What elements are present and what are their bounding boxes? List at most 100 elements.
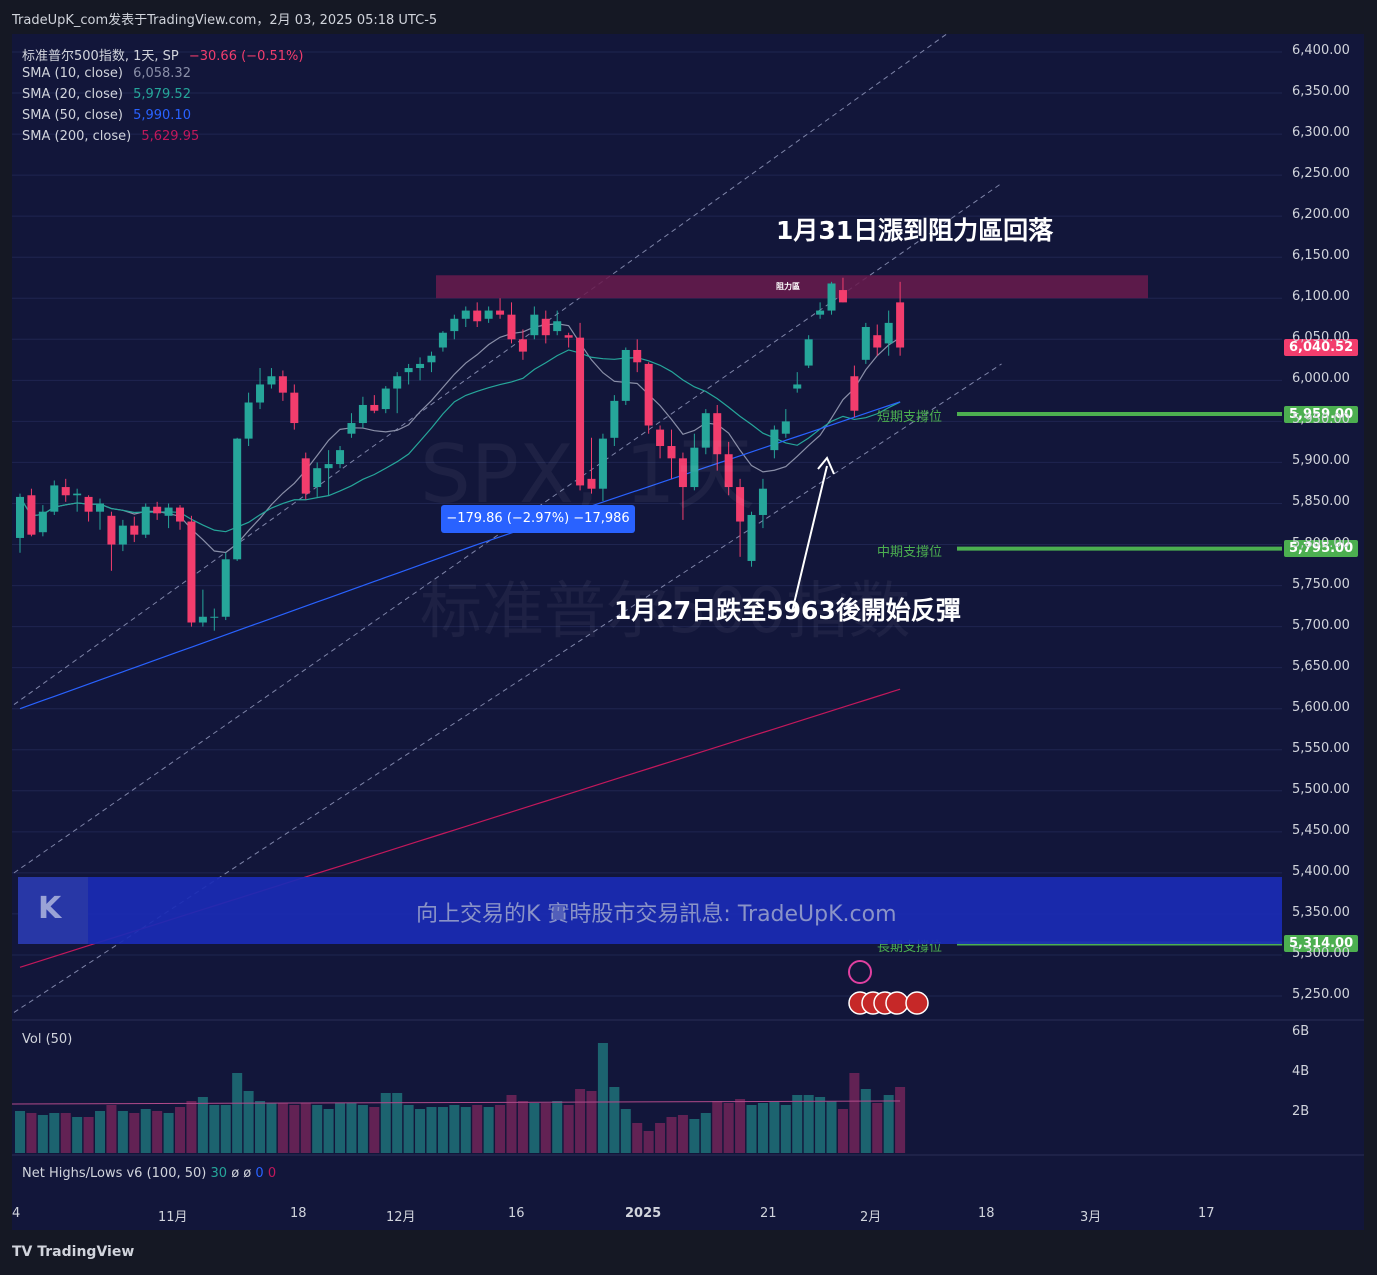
volume-bar — [403, 1105, 414, 1153]
time-tick-label: 11月 — [158, 1210, 188, 1225]
volume-bar — [837, 1109, 848, 1153]
candle-body — [96, 503, 105, 512]
candle-body — [541, 318, 550, 336]
volume-bar — [37, 1115, 48, 1153]
volume-legend[interactable]: Vol (50) — [22, 1032, 73, 1047]
volume-bar — [712, 1101, 723, 1153]
volume-bar — [472, 1105, 483, 1153]
candle-body — [690, 447, 699, 488]
candle-body — [130, 525, 139, 535]
volume-bar — [335, 1103, 346, 1153]
price-tick-label: 6,050.00 — [1292, 330, 1350, 346]
candle-body — [644, 363, 653, 426]
chart-frame[interactable] — [12, 34, 1364, 1230]
price-chart[interactable] — [12, 34, 1364, 1230]
time-tick-label: 18 — [978, 1206, 995, 1221]
candle-body — [770, 429, 779, 451]
volume-bar — [780, 1105, 791, 1153]
mid-support-label: 中期支撐位 — [877, 545, 943, 560]
sma200-label: SMA (200, close) — [22, 129, 132, 144]
volume-bar — [60, 1113, 71, 1153]
net-highs-lows-legend[interactable]: Net Highs/Lows v6 (100, 50) 30 ø ø 0 0 — [22, 1166, 276, 1181]
candle-body — [850, 376, 859, 411]
volume-bar — [380, 1093, 391, 1153]
candle-body — [336, 450, 345, 465]
price-tick-label: 5,650.00 — [1292, 658, 1350, 674]
candle-body — [16, 496, 24, 538]
volume-bar — [72, 1117, 83, 1153]
legend-sma20[interactable]: SMA (20, close) 5,979.52 — [22, 87, 197, 102]
time-tick-label: 16 — [508, 1206, 525, 1221]
volume-bar — [632, 1123, 643, 1153]
sma50-label: SMA (50, close) — [22, 108, 123, 123]
long-support-tag: 5,314.00 — [1284, 935, 1359, 952]
volume-bar — [620, 1109, 631, 1153]
symbol-label: 标准普尔500指数, 1天, SP — [22, 49, 179, 64]
price-tick-label: 6,250.00 — [1292, 166, 1350, 182]
volume-bar — [826, 1101, 837, 1153]
price-tick-label: 5,900.00 — [1292, 453, 1350, 469]
price-tick-label: 5,450.00 — [1292, 822, 1350, 838]
volume-bar — [117, 1111, 128, 1153]
volume-bar — [300, 1103, 311, 1153]
candle-body — [50, 485, 59, 512]
volume-bar — [506, 1095, 517, 1153]
sma10-value: 6,058.32 — [133, 66, 191, 81]
volume-bar — [232, 1073, 243, 1153]
candle-body — [381, 388, 390, 410]
price-tick-label: 5,500.00 — [1292, 781, 1350, 797]
candle-body — [61, 487, 70, 496]
publish-line: TradeUpK_com发表于TradingView.com，2月 03, 20… — [12, 13, 438, 28]
volume-bar — [735, 1099, 746, 1153]
volume-bar — [106, 1105, 117, 1153]
candle-body — [404, 368, 413, 373]
banner-logo-letter: K — [38, 891, 62, 926]
volume-bar — [529, 1103, 540, 1153]
tv-icon: TV — [12, 1244, 38, 1260]
bottom-annotation: 1月27日跌至5963後開始反彈 — [614, 596, 961, 625]
candle-body — [884, 322, 893, 344]
channel-line — [13, 34, 948, 705]
candle-body — [244, 402, 253, 439]
time-tick-label: 21 — [760, 1206, 777, 1221]
banner-text: 向上交易的K 實時股市交易訊息: TradeUpK.com — [416, 902, 897, 927]
time-tick-label: 2月 — [860, 1210, 882, 1225]
price-tick-label: 5,600.00 — [1292, 699, 1350, 715]
candle-body — [141, 506, 150, 535]
candle-body — [781, 421, 790, 434]
volume-bar — [243, 1091, 254, 1153]
volume-bar — [175, 1107, 186, 1153]
sma50-value: 5,990.10 — [133, 108, 191, 123]
volume-bar — [495, 1105, 506, 1153]
arrow-head — [817, 456, 835, 475]
tradingview-logo[interactable]: TV TradingView — [12, 1244, 134, 1260]
volume-bar — [255, 1101, 266, 1153]
volume-bar — [723, 1103, 734, 1153]
candle-body — [73, 493, 82, 496]
volume-bar — [289, 1105, 300, 1153]
volume-ma-line — [12, 1100, 901, 1105]
legend-sma200[interactable]: SMA (200, close) 5,629.95 — [22, 129, 205, 144]
volume-bar — [312, 1105, 323, 1153]
candle-body — [816, 310, 825, 315]
legend-sma10[interactable]: SMA (10, close) 6,058.32 — [22, 66, 197, 81]
candle-body — [724, 454, 733, 488]
candle-body — [701, 413, 710, 448]
volume-bar — [49, 1113, 60, 1153]
nhl-label: Net Highs/Lows v6 (100, 50) — [22, 1166, 207, 1181]
volume-bar — [129, 1113, 140, 1153]
price-tick-label: 5,800.00 — [1292, 535, 1350, 551]
candle-body — [484, 310, 493, 319]
vol-tick-4b: 4B — [1292, 1064, 1310, 1079]
candle-body — [38, 511, 47, 533]
price-tick-label: 5,250.00 — [1292, 987, 1350, 1002]
volume-bar — [552, 1101, 563, 1153]
price-tick-label: 5,300.00 — [1292, 945, 1350, 961]
volume-bar — [655, 1123, 666, 1153]
price-tick-label: 5,400.00 — [1292, 863, 1350, 879]
measure-box[interactable]: −179.86 (−2.97%) −17,986 — [441, 505, 635, 533]
time-tick-label: 12月 — [386, 1210, 416, 1225]
volume-bar — [883, 1095, 894, 1153]
volume-bar — [26, 1113, 37, 1153]
legend-sma50[interactable]: SMA (50, close) 5,990.10 — [22, 108, 197, 123]
